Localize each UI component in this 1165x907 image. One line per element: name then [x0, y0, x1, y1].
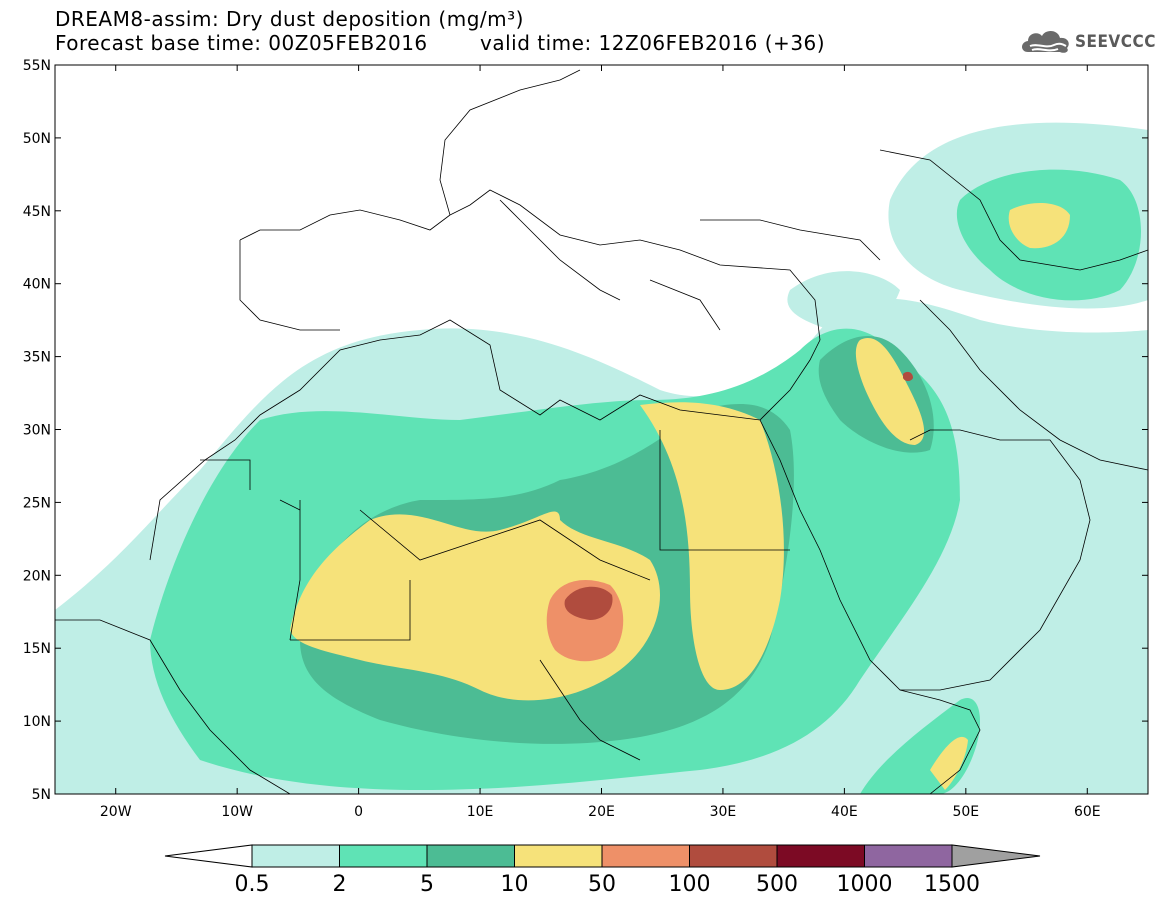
- forecast-base-time: Forecast base time: 00Z05FEB2016: [55, 31, 428, 55]
- lat-tick-label: 5N: [32, 787, 51, 803]
- colorbar-level-label: 0.5: [234, 872, 270, 897]
- lat-tick-label: 40N: [23, 277, 51, 293]
- lat-tick-label: 35N: [23, 350, 51, 366]
- dep-level-10-area: [855, 338, 925, 445]
- dep-level-10-area: [640, 402, 784, 690]
- lat-tick-label: 30N: [23, 423, 51, 439]
- lat-tick-label: 20N: [23, 568, 51, 584]
- lat-tick-label: 45N: [23, 204, 51, 220]
- lat-tick-label: 25N: [23, 495, 51, 511]
- colorbar-swatch: [426, 844, 515, 868]
- lat-tick-label: 50N: [23, 131, 51, 147]
- logo-text: SEEVCCC: [1075, 32, 1156, 52]
- lon-tick-label: 0: [354, 804, 363, 820]
- cloud-icon: [1022, 30, 1069, 53]
- colorbar-high-end: [951, 844, 1041, 868]
- lon-tick-label: 40E: [831, 804, 858, 820]
- valid-time: valid time: 12Z06FEB2016 (+36): [480, 31, 826, 55]
- deposition-field: [55, 122, 1148, 794]
- colorbar: [164, 844, 1041, 868]
- latitude-axis: 55N 50N 45N 40N 35N 30N 25N 20N 15N 10N 5N: [23, 58, 1148, 803]
- colorbar-level-label: 100: [668, 872, 711, 897]
- lat-tick-label: 10N: [23, 714, 51, 730]
- country-borders: [55, 69, 1148, 794]
- colorbar-swatch: [864, 844, 953, 868]
- colorbar-level-label: 50: [588, 872, 616, 897]
- map-title: DREAM8-assim: Dry dust deposition (mg/m³…: [55, 7, 524, 31]
- colorbar-level-label: 10: [500, 872, 529, 897]
- colorbar-swatch: [689, 844, 778, 868]
- colorbar-level-label: 1000: [836, 872, 893, 897]
- colorbar-swatch: [251, 844, 340, 868]
- colorbar-low-end: [164, 844, 253, 868]
- colorbar-swatch: [514, 844, 603, 868]
- colorbar-level-label: 5: [420, 872, 434, 897]
- lat-tick-label: 15N: [23, 641, 51, 657]
- lon-tick-label: 10W: [221, 804, 253, 820]
- lat-tick-label: 55N: [23, 58, 51, 74]
- colorbar-swatch: [601, 844, 690, 868]
- lon-tick-label: 30E: [710, 804, 737, 820]
- lon-tick-label: 10E: [467, 804, 494, 820]
- longitude-axis: 20W 10W 0 10E 20E 30E 40E 50E 60E: [100, 65, 1101, 820]
- dep-level-100-area: [903, 371, 913, 381]
- colorbar-level-label: 2: [332, 872, 347, 897]
- dep-level-0.5-area: [787, 271, 900, 330]
- colorbar-swatch: [776, 844, 865, 868]
- dep-level-100-area: [564, 586, 613, 620]
- colorbar-level-label: 1500: [924, 872, 980, 897]
- dep-level-10-area: [1008, 203, 1070, 249]
- colorbar-level-label: 500: [756, 872, 798, 897]
- lon-tick-label: 20W: [100, 804, 132, 820]
- colorbar-swatch: [339, 844, 428, 868]
- lon-tick-label: 60E: [1074, 804, 1101, 820]
- lon-tick-label: 20E: [588, 804, 615, 820]
- seevccc-logo: SEEVCCC: [1018, 24, 1158, 60]
- dep-level-10-area: [930, 736, 968, 790]
- lon-tick-label: 50E: [952, 804, 979, 820]
